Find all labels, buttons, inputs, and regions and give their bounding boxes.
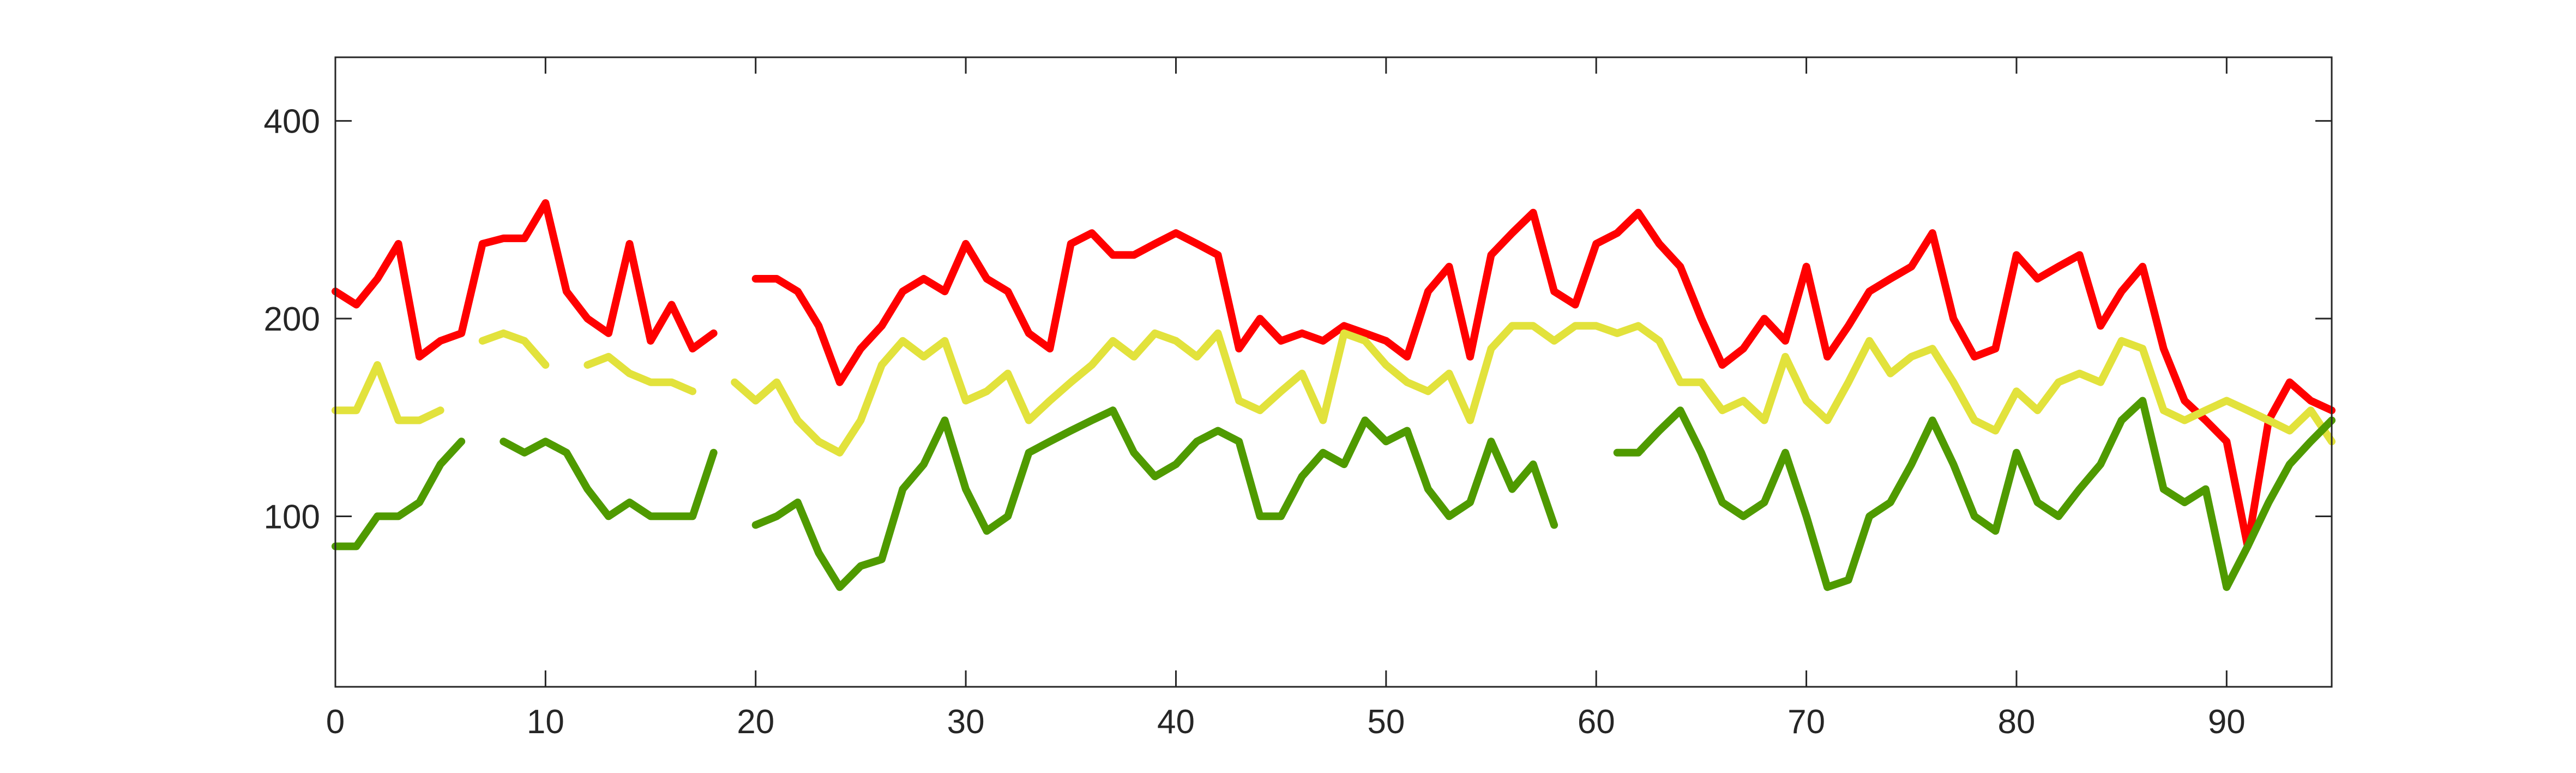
series-line [332,322,2336,457]
series-line [332,199,2336,550]
x-tick-label: 90 [2208,703,2246,741]
x-tick-label: 0 [326,703,345,741]
x-tick-label: 50 [1367,703,1405,741]
x-tick-label: 20 [737,703,774,741]
x-tick-label: 40 [1157,703,1195,741]
axes-box [334,56,2333,688]
x-tick-label: 10 [527,703,564,741]
x-tick-label: 30 [947,703,985,741]
series-line [332,397,2336,591]
y-tick-label: 400 [264,103,320,141]
x-tick-label: 80 [1997,703,2035,741]
x-tick-label: 70 [1787,703,1825,741]
y-tick-label: 100 [264,498,320,536]
x-tick-label: 60 [1578,703,1615,741]
y-tick-label: 200 [264,301,320,338]
